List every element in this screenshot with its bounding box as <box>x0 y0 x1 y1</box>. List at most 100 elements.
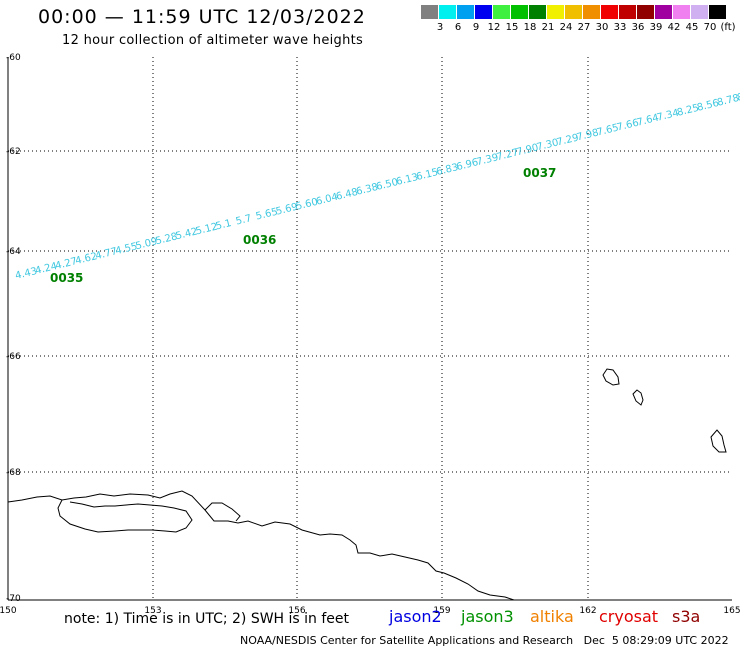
wave-height-label: 5.1 <box>215 218 233 232</box>
wave-height-label: 7.27 <box>495 147 519 163</box>
wave-height-label: 6.13 <box>395 172 419 188</box>
scale-swatch <box>475 5 492 19</box>
scale-label: 33 <box>613 22 627 33</box>
satellite-legend-jason3: jason3 <box>461 607 514 626</box>
wave-height-label: 6.96 <box>455 157 479 173</box>
satellite-legend-cryosat: cryosat <box>599 607 659 626</box>
island-c <box>710 429 727 453</box>
wave-height-label: 7.34 <box>656 108 680 124</box>
wave-height-label: 7.39 <box>475 152 499 168</box>
scale-swatch <box>565 5 582 19</box>
scale-label: 39 <box>649 22 663 33</box>
scale-swatch <box>637 5 654 19</box>
scale-swatch <box>511 5 528 19</box>
wave-height-label: 6.48 <box>335 187 359 203</box>
longitude-label: 153 <box>144 606 161 616</box>
wave-height-label: 4.43 <box>14 266 38 282</box>
latitude-label: -68 <box>6 468 21 478</box>
wave-height-label: 8.56 <box>696 98 720 114</box>
wave-height-label: 4.27 <box>54 256 78 272</box>
scale-swatch <box>709 5 726 19</box>
longitude-label: 156 <box>288 606 305 616</box>
scale-label: 42 <box>667 22 681 33</box>
scale-swatch <box>421 5 438 19</box>
latitude-label: -64 <box>6 247 21 257</box>
wave-height-label: 5.12 <box>195 221 219 237</box>
wave-height-label: 4.77 <box>94 246 118 262</box>
wave-height-label: 7.98 <box>576 127 600 143</box>
longitude-label: 150 <box>0 606 17 616</box>
antarctic-coastline <box>7 490 515 601</box>
satellite-legend-jason2: jason2 <box>389 607 442 626</box>
scale-swatch <box>439 5 456 19</box>
wave-height-label: 7.65 <box>596 123 620 139</box>
wave-height-label: 6.04 <box>315 192 339 208</box>
satellite-track: 4.434.244.274.624.774.555.095.285.425.12… <box>14 89 740 281</box>
scale-label: 3 <box>436 22 444 33</box>
scale-label: 6 <box>454 22 462 33</box>
wave-height-label: 4.24 <box>34 261 58 277</box>
satellite-legend-altika: altika <box>530 607 574 626</box>
scale-label: 45 <box>685 22 699 33</box>
page-title: 00:00 — 11:59 UTC 12/03/2022 <box>38 6 366 28</box>
wave-height-label: 7.90 <box>515 142 539 158</box>
scale-label: 30 <box>595 22 609 33</box>
island-b <box>632 389 644 406</box>
scale-label: (ft) <box>720 22 736 33</box>
satellite-legend-s3a: s3a <box>672 607 701 626</box>
wave-height-label: 7.64 <box>636 113 660 129</box>
graticule <box>8 57 732 600</box>
scale-label: 21 <box>541 22 555 33</box>
scale-swatch <box>691 5 708 19</box>
page-subtitle: 12 hour collection of altimeter wave hei… <box>62 33 364 48</box>
scale-label: 12 <box>487 22 501 33</box>
scale-swatch <box>601 5 618 19</box>
wave-height-label: 8.25 <box>676 103 700 119</box>
wave-height-label: 5.09 <box>134 236 158 252</box>
wave-height-label: 8.78 <box>716 93 740 109</box>
wave-height-label: 4.62 <box>74 251 98 267</box>
footer-note: note: 1) Time is in UTC; 2) SWH is in fe… <box>64 611 350 627</box>
scale-label: 24 <box>559 22 573 33</box>
coastline-inlet <box>57 499 193 533</box>
scale-label: 36 <box>631 22 645 33</box>
scale-swatch <box>529 5 546 19</box>
wave-height-label: 5.69 <box>275 202 299 218</box>
scale-label: 27 <box>577 22 591 33</box>
wave-height-label: 7.66 <box>616 118 640 134</box>
pass-labels: 0035 0036 0037 <box>50 166 556 285</box>
wave-height-label: 5.7 <box>235 213 253 227</box>
longitude-label: 159 <box>433 606 450 616</box>
scale-label: 18 <box>523 22 537 33</box>
scale-swatch <box>655 5 672 19</box>
coastline <box>7 368 727 601</box>
scale-swatch <box>547 5 564 19</box>
map-frame <box>7 57 732 601</box>
scale-label: 70 <box>703 22 717 33</box>
wave-height-label: 7.29 <box>556 132 580 148</box>
wave-height-label: 7.30 <box>536 137 560 153</box>
pass-time-label: 0035 <box>50 271 83 285</box>
scale-swatch <box>457 5 474 19</box>
longitude-labels: 150 153 156 159 162 165 <box>0 606 740 616</box>
scale-label: 15 <box>505 22 519 33</box>
wave-height-label: 6.38 <box>355 182 379 198</box>
credit-line: NOAA/NESDIS Center for Satellite Applica… <box>240 634 729 647</box>
wave-height-label: 5.42 <box>175 226 199 242</box>
scale-swatch <box>619 5 636 19</box>
scale-swatch <box>583 5 600 19</box>
coastline-bay <box>204 502 241 522</box>
scale-swatch <box>673 5 690 19</box>
wave-height-label: 5.60 <box>295 197 319 213</box>
latitude-label: -70 <box>6 594 21 604</box>
pass-time-label: 0036 <box>243 233 276 247</box>
wave-height-label: 5.65 <box>255 207 279 223</box>
longitude-label: 162 <box>579 606 596 616</box>
pass-time-label: 0037 <box>523 166 556 180</box>
wave-height-label: 6.83 <box>435 162 459 178</box>
longitude-label: 165 <box>723 606 740 616</box>
wave-height-label: 6.50 <box>375 177 399 193</box>
wave-height-label: 4.55 <box>114 241 138 257</box>
island-a <box>602 368 620 386</box>
